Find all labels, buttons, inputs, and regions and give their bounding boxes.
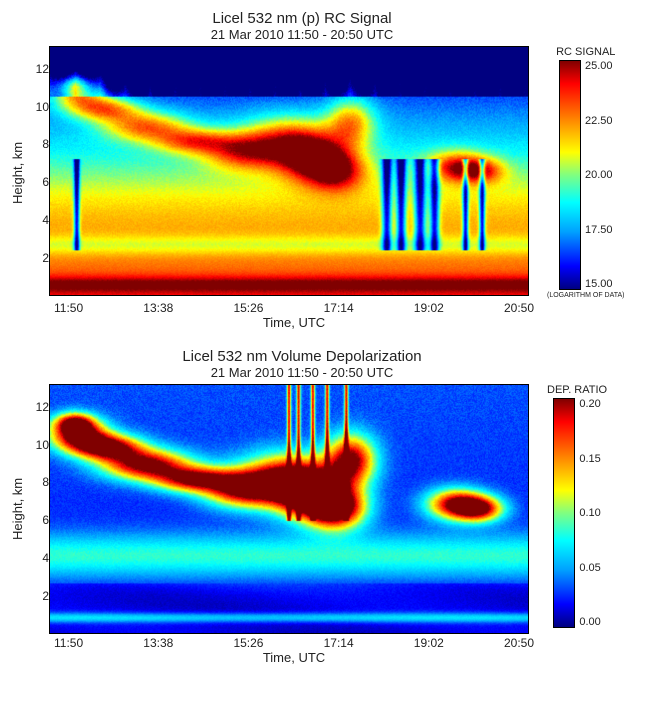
cbar-tick: 15.00 xyxy=(585,278,613,290)
panel-rc: Licel 532 nm (p) RC Signal21 Mar 2010 11… xyxy=(10,10,654,330)
panel-dep: Licel 532 nm Volume Depolarization21 Mar… xyxy=(10,348,654,665)
xtick: 17:14 xyxy=(324,636,354,650)
yticks-rc: 12 10 8 6 4 2 xyxy=(27,46,49,296)
xlabel-dep: Time, UTC xyxy=(54,650,534,665)
xtick: 13:38 xyxy=(143,636,173,650)
ytick: 2 xyxy=(42,251,49,265)
ytick: 12 xyxy=(36,62,49,76)
cbar-tick: 17.50 xyxy=(585,224,613,236)
title-dep: Licel 532 nm Volume Depolarization xyxy=(0,348,654,365)
xtick: 17:14 xyxy=(324,301,354,315)
ytick: 8 xyxy=(42,137,49,151)
cbar-tick: 0.15 xyxy=(579,453,600,465)
xticks-dep: 11:50 13:38 15:26 17:14 19:02 20:50 xyxy=(54,636,534,650)
xtick: 19:02 xyxy=(414,301,444,315)
xlabel-rc: Time, UTC xyxy=(54,315,534,330)
colorbar-gradient-dep xyxy=(553,398,575,628)
yticks-dep: 12 10 8 6 4 2 xyxy=(27,384,49,634)
ytick: 6 xyxy=(42,175,49,189)
title-rc: Licel 532 nm (p) RC Signal xyxy=(0,10,654,27)
ytick: 6 xyxy=(42,513,49,527)
xtick: 15:26 xyxy=(233,636,263,650)
xticks-rc: 11:50 13:38 15:26 17:14 19:02 20:50 xyxy=(54,301,534,315)
xtick: 20:50 xyxy=(504,636,534,650)
cbar-tick: 25.00 xyxy=(585,60,613,72)
ytick: 10 xyxy=(36,438,49,452)
cbar-tick: 0.00 xyxy=(579,616,600,628)
ytick: 4 xyxy=(42,213,49,227)
colorbar-gradient-rc xyxy=(559,60,581,290)
heatmap-dep xyxy=(50,385,528,633)
subtitle-rc: 21 Mar 2010 11:50 - 20:50 UTC xyxy=(0,27,654,42)
ylabel-dep: Height, km xyxy=(10,384,25,634)
xtick: 11:50 xyxy=(54,301,83,315)
xtick: 11:50 xyxy=(54,636,83,650)
cbar-tick: 0.05 xyxy=(579,562,600,574)
cbar-tick: 20.00 xyxy=(585,169,613,181)
colorbar-title-dep: DEP. RATIO xyxy=(547,384,607,396)
colorbar-ticks-rc: 25.00 22.50 20.00 17.50 15.00 xyxy=(585,60,613,290)
heatmap-rc xyxy=(50,47,528,295)
colorbar-rc: RC SIGNAL 25.00 22.50 20.00 17.50 15.00 (LOGAR… xyxy=(547,46,625,299)
plot-area-rc xyxy=(49,46,529,296)
plot-area-dep xyxy=(49,384,529,634)
ytick: 10 xyxy=(36,100,49,114)
ylabel-rc: Height, km xyxy=(10,48,25,298)
colorbar-dep: DEP. RATIO 0.20 0.15 0.10 0.05 0.00 xyxy=(547,384,607,628)
xtick: 15:26 xyxy=(233,301,263,315)
xtick: 19:02 xyxy=(414,636,444,650)
ytick: 2 xyxy=(42,589,49,603)
xtick: 13:38 xyxy=(143,301,173,315)
xtick: 20:50 xyxy=(504,301,534,315)
colorbar-ticks-dep: 0.20 0.15 0.10 0.05 0.00 xyxy=(579,398,600,628)
cbar-tick: 0.20 xyxy=(579,398,600,410)
subtitle-dep: 21 Mar 2010 11:50 - 20:50 UTC xyxy=(0,365,654,380)
ytick: 8 xyxy=(42,475,49,489)
cbar-tick: 0.10 xyxy=(579,507,600,519)
ytick: 12 xyxy=(36,400,49,414)
cbar-tick: 22.50 xyxy=(585,115,613,127)
ytick: 4 xyxy=(42,551,49,565)
colorbar-footnote-rc: (LOGARITHM OF DATA) xyxy=(547,292,625,299)
colorbar-title-rc: RC SIGNAL xyxy=(556,46,615,58)
